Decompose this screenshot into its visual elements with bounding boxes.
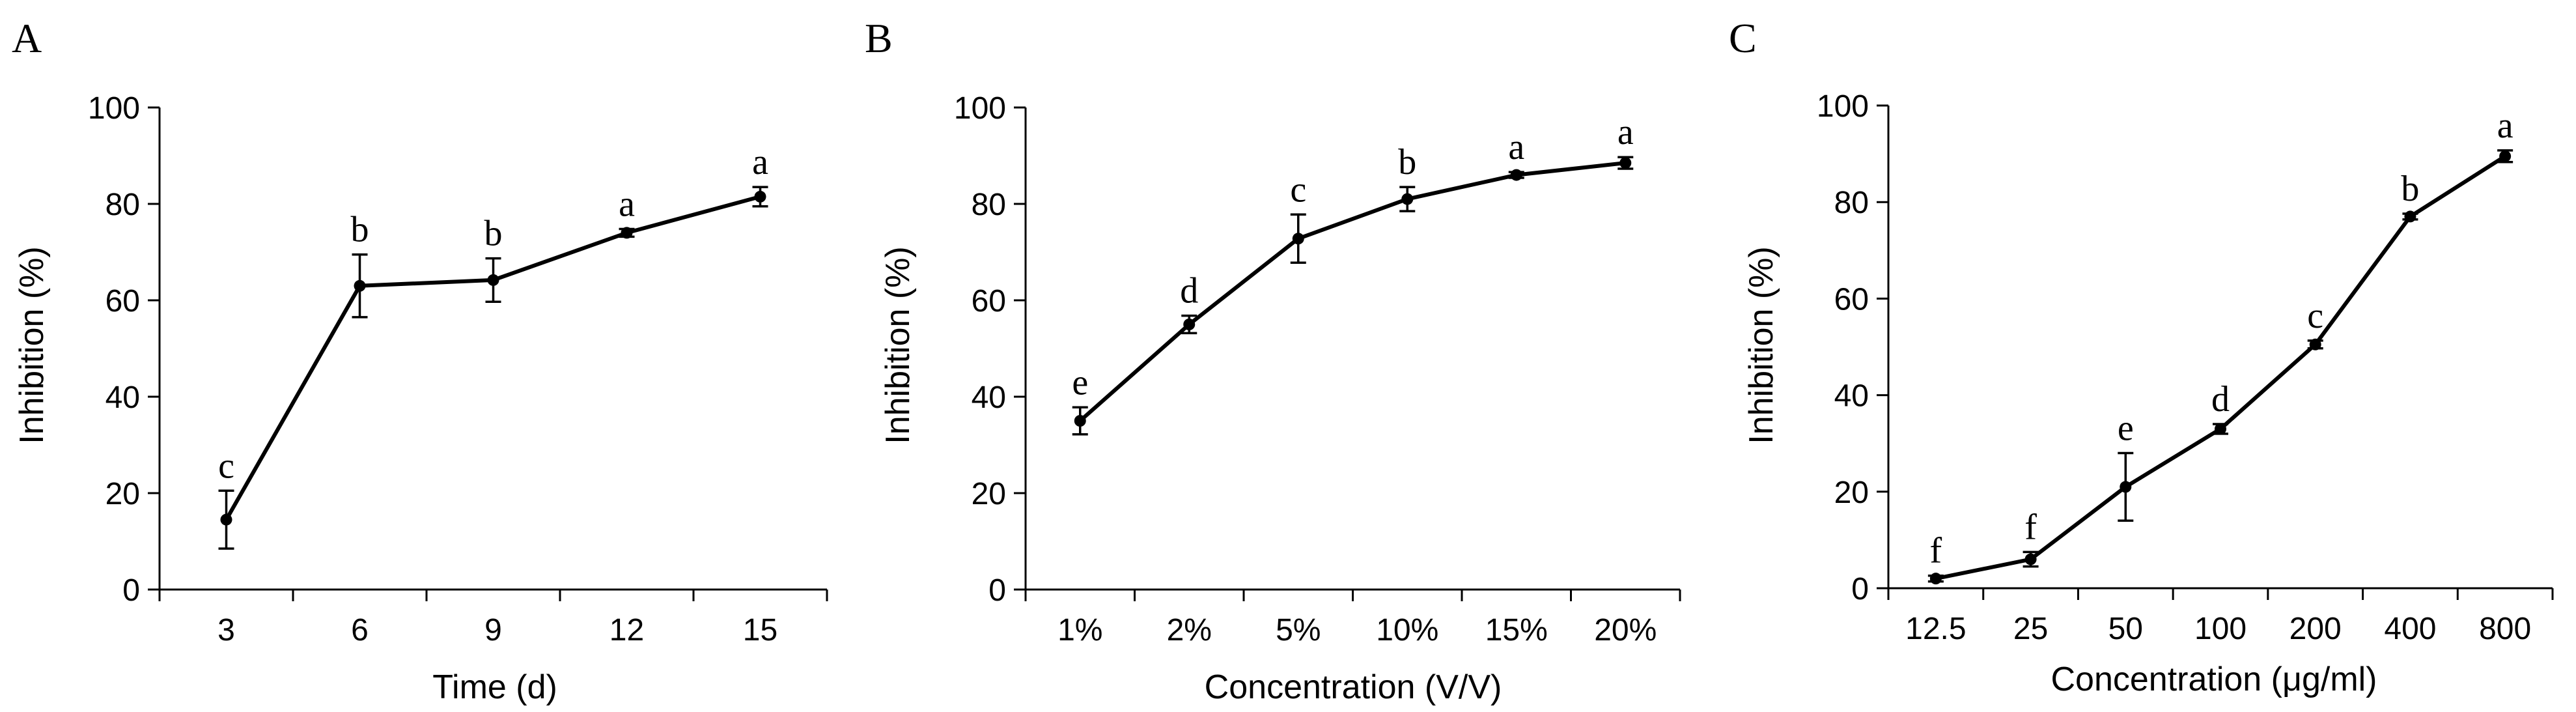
significance-label-b: a — [1508, 127, 1524, 167]
y-axis-title-c: Inhibition (%) — [1743, 246, 1780, 444]
series-line-b — [1078, 161, 1626, 423]
y-tick-label-c: 20 — [1834, 476, 1869, 510]
significance-label-c: b — [2401, 169, 2419, 209]
y-tick-label-a: 100 — [88, 91, 140, 126]
y-tick-label-a: 40 — [105, 380, 140, 415]
y-tick-label-b: 100 — [954, 91, 1006, 126]
x-tick-label-a: 15 — [743, 613, 777, 648]
panel-a: A Inhibition (%) Time (d) 0 20 40 60 80 100 3 6… — [12, 15, 828, 706]
data-point-b — [1401, 193, 1414, 205]
data-point-c — [2024, 553, 2037, 565]
x-tick-label-c: 200 — [2289, 612, 2342, 646]
x-tick-label-b: 20% — [1594, 613, 1657, 648]
panel-letter-b: B — [865, 15, 893, 61]
x-axis-title-c: Concentration (μg/ml) — [2051, 661, 2377, 698]
significance-label-a: c — [218, 446, 234, 486]
panel-letter-c: C — [1729, 15, 1757, 61]
significance-label-b: e — [1072, 362, 1088, 403]
panel-letter-a: A — [12, 15, 42, 61]
y-axis-title-b: Inhibition (%) — [879, 246, 917, 444]
data-point-c — [2404, 210, 2416, 223]
x-tick-label-b: 10% — [1376, 613, 1438, 648]
data-point-c — [2215, 423, 2226, 435]
y-tick-label-b: 60 — [972, 284, 1006, 319]
significance-label-c: c — [2307, 296, 2323, 336]
significance-label-c: f — [2024, 507, 2037, 547]
data-point-a — [621, 227, 633, 239]
data-point-b — [1292, 233, 1304, 245]
x-axis-title-b: Concentration (V/V) — [1205, 668, 1502, 706]
x-tick-label-a: 6 — [351, 613, 369, 648]
significance-label-a: b — [351, 210, 369, 250]
x-tick-label-a: 12 — [609, 613, 644, 648]
x-tick-label-a: 9 — [484, 613, 502, 648]
data-point-b — [1619, 157, 1632, 169]
y-tick-label-c: 80 — [1834, 186, 1869, 220]
x-tick-label-b: 2% — [1167, 613, 1212, 648]
data-point-a — [220, 513, 232, 526]
data-point-c — [1929, 573, 1942, 585]
y-axis-title-a: Inhibition (%) — [13, 246, 51, 444]
y-tick-label-b: 80 — [972, 188, 1006, 222]
significance-label-c: a — [2497, 106, 2513, 146]
y-tick-label-a: 0 — [122, 573, 140, 608]
significance-label-c: f — [1930, 531, 1942, 571]
significance-label-a: a — [752, 142, 768, 182]
data-point-a — [354, 279, 366, 292]
x-tick-label-c: 400 — [2384, 612, 2436, 646]
data-point-c — [2309, 338, 2321, 350]
x-tick-label-c: 50 — [2108, 612, 2143, 646]
data-point-c — [2499, 150, 2512, 162]
panel-c: C Inhibition (%) Concentration (μg/ml) 0… — [1729, 15, 2554, 698]
y-tick-label-c: 0 — [1851, 572, 1869, 606]
x-tick-label-c: 100 — [2194, 612, 2247, 646]
y-tick-label-a: 80 — [105, 188, 140, 222]
data-point-b — [1183, 319, 1196, 330]
y-tick-label-c: 60 — [1834, 282, 1869, 317]
data-point-a — [487, 274, 499, 286]
y-tick-label-c: 40 — [1834, 379, 1869, 414]
series-line-c — [1935, 154, 2506, 581]
significance-label-b: c — [1290, 169, 1306, 210]
x-tick-label-c: 25 — [2013, 612, 2048, 646]
significance-label-b: d — [1180, 271, 1198, 311]
data-point-a — [754, 190, 766, 203]
x-tick-label-c: 12.5 — [1905, 612, 1966, 646]
x-axis-title-a: Time (d) — [432, 668, 557, 706]
x-tick-label-b: 5% — [1276, 613, 1321, 648]
data-point-c — [2120, 481, 2132, 493]
x-tick-label-c: 800 — [2479, 612, 2531, 646]
data-point-b — [1074, 415, 1086, 427]
significance-label-c: d — [2211, 379, 2230, 420]
x-tick-label-b: 15% — [1485, 613, 1548, 648]
significance-label-c: e — [2118, 408, 2134, 449]
x-tick-label-b: 1% — [1057, 613, 1102, 648]
x-tick-label-a: 3 — [217, 613, 235, 648]
y-tick-label-b: 0 — [988, 573, 1006, 608]
y-tick-label-a: 20 — [105, 477, 140, 511]
significance-label-b: a — [1617, 112, 1634, 152]
y-tick-label-b: 40 — [972, 380, 1006, 415]
data-point-b — [1510, 169, 1522, 181]
significance-label-b: b — [1398, 142, 1416, 182]
significance-label-a: b — [484, 214, 503, 254]
significance-label-a: a — [619, 184, 635, 224]
y-tick-label-c: 100 — [1817, 89, 1869, 124]
y-tick-label-a: 60 — [105, 284, 140, 319]
panel-b: B Inhibition (%) Concentration (V/V) 0 20… — [865, 15, 1681, 706]
y-tick-label-b: 20 — [972, 477, 1006, 511]
